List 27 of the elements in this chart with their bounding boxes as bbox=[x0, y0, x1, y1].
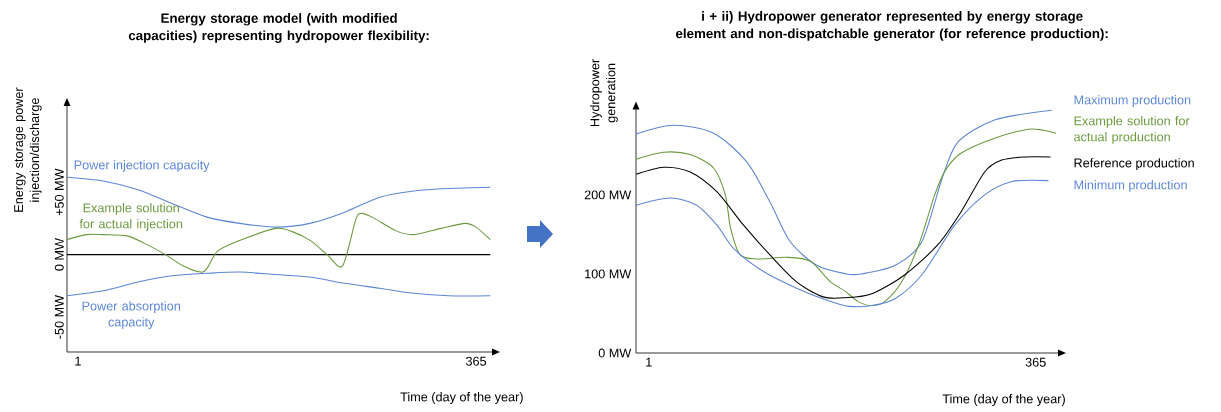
y-tick-label: +50 MW bbox=[54, 168, 64, 216]
y-tick-label: 200 MW bbox=[584, 190, 632, 200]
x-tick-label: 365 bbox=[1025, 357, 1046, 367]
x-axis-title: Time (day of the year) bbox=[400, 392, 523, 404]
chart-title: Energy storage model (with modified capacities) representing hydropower flexibility: bbox=[128, 13, 429, 43]
y-tick-label: 0 MW bbox=[54, 238, 64, 271]
line-series bbox=[66, 271, 491, 297]
series-label: Reference production bbox=[1074, 158, 1194, 170]
series-label: Power absorption capacity bbox=[82, 301, 180, 330]
y-axis-title: Energy storage power injection/discharge bbox=[14, 87, 42, 212]
chart-title: i + ii) Hydropower generator represented by energy storage element and non-dispatchable generator (for reference production): bbox=[675, 11, 1108, 41]
series-label: Power injection capacity bbox=[74, 160, 210, 172]
y-tick-label: 100 MW bbox=[585, 269, 632, 279]
y-tick-label: 0 MW bbox=[598, 348, 632, 358]
x-axis-title: Time (day of the year) bbox=[942, 394, 1065, 406]
line-series bbox=[635, 128, 1057, 307]
line-series bbox=[635, 179, 1049, 308]
series-label: Example solution for actual production bbox=[1074, 116, 1190, 144]
series-label: Example solution for actual injection bbox=[79, 203, 183, 231]
x-tick-label: 1 bbox=[646, 357, 652, 367]
x-tick-label: 365 bbox=[465, 356, 487, 366]
series-label: Maximum production bbox=[1074, 95, 1191, 107]
y-tick-label: -50 MW bbox=[54, 294, 64, 339]
x-tick-label: 1 bbox=[75, 356, 81, 366]
line-series bbox=[635, 109, 1053, 276]
text: Minimum production bbox=[1074, 180, 1187, 192]
y-axis-title: Hydropower generation bbox=[590, 59, 618, 127]
